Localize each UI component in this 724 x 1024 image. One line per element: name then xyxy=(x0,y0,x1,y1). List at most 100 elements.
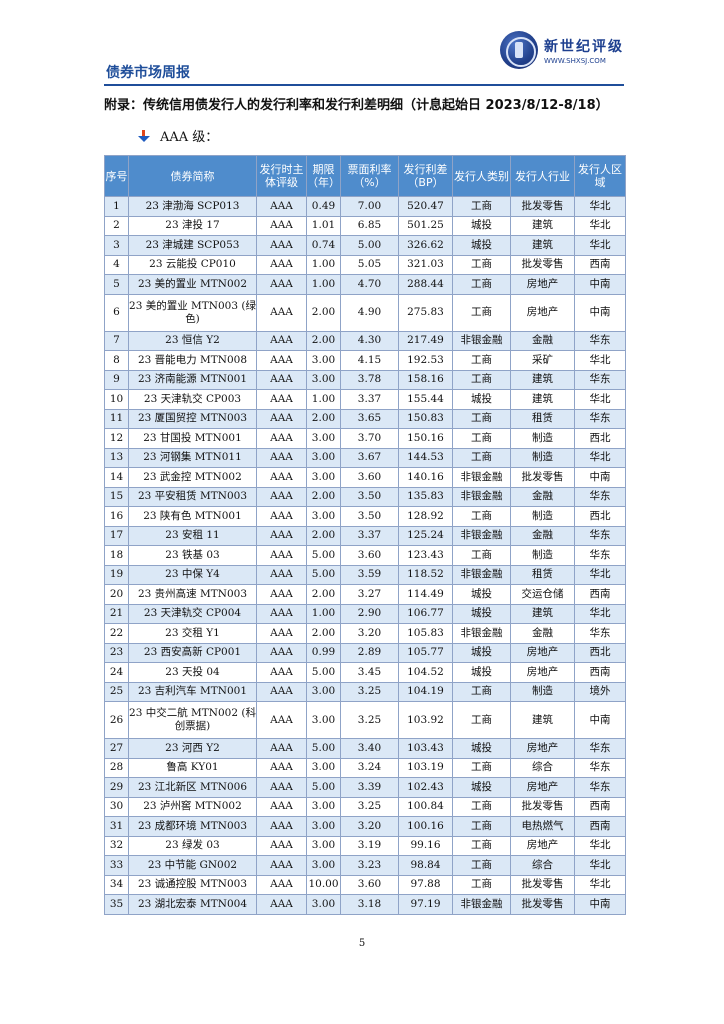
cell-index: 6 xyxy=(104,293,129,332)
cell-bond-name: 23 平安租赁 MTN003 xyxy=(128,486,257,507)
cell-industry: 房地产 xyxy=(510,777,575,798)
cell-coupon: 3.70 xyxy=(340,428,399,449)
cell-term: 2.00 xyxy=(306,330,341,351)
cell-region: 华北 xyxy=(574,835,626,856)
cell-coupon: 3.45 xyxy=(340,662,399,683)
cell-bond-name: 23 安租 11 xyxy=(128,525,257,546)
cell-rating: AAA xyxy=(256,428,307,449)
cell-bond-name: 23 甘国投 MTN001 xyxy=(128,428,257,449)
cell-spread: 135.83 xyxy=(398,486,453,507)
cell-spread: 102.43 xyxy=(398,777,453,798)
cell-coupon: 3.60 xyxy=(340,545,399,566)
cell-spread: 321.03 xyxy=(398,254,453,275)
cell-bond-name: 23 河钢集 MTN011 xyxy=(128,447,257,468)
cell-index: 18 xyxy=(104,545,129,566)
cell-term: 3.00 xyxy=(306,894,341,915)
cell-coupon: 3.27 xyxy=(340,584,399,605)
cell-issuer-type: 工商 xyxy=(452,816,511,837)
cell-term: 3.00 xyxy=(306,467,341,488)
cell-bond-name: 鲁高 KY01 xyxy=(128,757,257,778)
cell-index: 25 xyxy=(104,681,129,702)
cell-coupon: 3.37 xyxy=(340,525,399,546)
cell-coupon: 3.25 xyxy=(340,681,399,702)
cell-index: 30 xyxy=(104,796,129,817)
cell-coupon: 3.20 xyxy=(340,816,399,837)
cell-index: 12 xyxy=(104,428,129,449)
table-row: 17 23 安租 11 AAA 2.00 3.37 125.24 非银金融 金融 华东 xyxy=(104,525,626,546)
cell-industry: 制造 xyxy=(510,681,575,702)
table-row: 2 23 津投 17 AAA 1.01 6.85 501.25 城投 建筑 华北 xyxy=(104,215,626,236)
cell-issuer-type: 工商 xyxy=(452,254,511,275)
cell-bond-name: 23 河西 Y2 xyxy=(128,738,257,759)
cell-issuer-type: 非银金融 xyxy=(452,894,511,915)
cell-industry: 交运仓储 xyxy=(510,584,575,605)
cell-rating: AAA xyxy=(256,662,307,683)
cell-rating: AAA xyxy=(256,855,307,876)
cell-issuer-type: 工商 xyxy=(452,545,511,566)
cell-index: 17 xyxy=(104,525,129,546)
cell-bond-name: 23 济南能源 MTN001 xyxy=(128,369,257,390)
cell-industry: 金融 xyxy=(510,486,575,507)
cell-issuer-type: 城投 xyxy=(452,235,511,256)
cell-term: 1.00 xyxy=(306,254,341,275)
cell-industry: 建筑 xyxy=(510,235,575,256)
cell-issuer-type: 工商 xyxy=(452,855,511,876)
cell-coupon: 4.30 xyxy=(340,330,399,351)
col-header-region: 发行人区域 xyxy=(574,155,626,197)
table-row: 21 23 天津轨交 CP004 AAA 1.00 2.90 106.77 城投 建筑 华北 xyxy=(104,603,626,624)
cell-region: 华东 xyxy=(574,408,626,429)
cell-industry: 综合 xyxy=(510,757,575,778)
cell-spread: 125.24 xyxy=(398,525,453,546)
cell-index: 9 xyxy=(104,369,129,390)
cell-region: 华东 xyxy=(574,738,626,759)
cell-issuer-type: 非银金融 xyxy=(452,525,511,546)
cell-term: 3.00 xyxy=(306,447,341,468)
col-header-index: 序号 xyxy=(104,155,129,197)
cell-issuer-type: 工商 xyxy=(452,196,511,217)
cell-bond-name: 23 天津轨交 CP003 xyxy=(128,389,257,410)
cell-issuer-type: 非银金融 xyxy=(452,330,511,351)
arrow-down-icon xyxy=(138,129,150,142)
cell-region: 华北 xyxy=(574,350,626,371)
cell-term: 0.99 xyxy=(306,642,341,663)
header-divider xyxy=(104,84,624,86)
cell-industry: 金融 xyxy=(510,623,575,644)
cell-rating: AAA xyxy=(256,408,307,429)
cell-term: 3.00 xyxy=(306,855,341,876)
cell-term: 0.74 xyxy=(306,235,341,256)
table-row: 28 鲁高 KY01 AAA 3.00 3.24 103.19 工商 综合 华东 xyxy=(104,757,626,778)
cell-spread: 288.44 xyxy=(398,274,453,295)
col-header-spread: 发行利差（BP） xyxy=(398,155,453,197)
cell-bond-name: 23 天投 04 xyxy=(128,662,257,683)
logo-text: 新世纪评级 WWW.SHXSJ.COM xyxy=(544,36,624,65)
cell-industry: 批发零售 xyxy=(510,196,575,217)
cell-term: 1.01 xyxy=(306,215,341,236)
table-row: 8 23 晋能电力 MTN008 AAA 3.00 4.15 192.53 工商 采矿 华北 xyxy=(104,350,626,371)
cell-spread: 158.16 xyxy=(398,369,453,390)
cell-coupon: 3.20 xyxy=(340,623,399,644)
cell-rating: AAA xyxy=(256,816,307,837)
cell-issuer-type: 非银金融 xyxy=(452,467,511,488)
cell-region: 华东 xyxy=(574,330,626,351)
cell-spread: 105.83 xyxy=(398,623,453,644)
cell-bond-name: 23 津投 17 xyxy=(128,215,257,236)
cell-spread: 100.16 xyxy=(398,816,453,837)
table-row: 3 23 津城建 SCP053 AAA 0.74 5.00 326.62 城投 建筑 华北 xyxy=(104,235,626,256)
cell-bond-name: 23 恒信 Y2 xyxy=(128,330,257,351)
cell-region: 西南 xyxy=(574,584,626,605)
cell-spread: 97.88 xyxy=(398,874,453,895)
table-row: 23 23 西安高新 CP001 AAA 0.99 2.89 105.77 城投 房地产 西北 xyxy=(104,642,626,663)
cell-region: 中南 xyxy=(574,293,626,332)
table-row: 29 23 江北新区 MTN006 AAA 5.00 3.39 102.43 城投 房地产 华东 xyxy=(104,777,626,798)
cell-industry: 建筑 xyxy=(510,215,575,236)
page-header: 债券市场周报 新世纪评级 WWW.SHXSJ.COM xyxy=(104,28,624,84)
table-row: 14 23 武金控 MTN002 AAA 3.00 3.60 140.16 非银金融 批发零售… xyxy=(104,467,626,488)
cell-issuer-type: 工商 xyxy=(452,701,511,739)
cell-spread: 520.47 xyxy=(398,196,453,217)
cell-spread: 100.84 xyxy=(398,796,453,817)
cell-region: 华东 xyxy=(574,623,626,644)
cell-industry: 建筑 xyxy=(510,369,575,390)
cell-coupon: 3.50 xyxy=(340,506,399,527)
cell-issuer-type: 非银金融 xyxy=(452,486,511,507)
cell-bond-name: 23 津渤海 SCP013 xyxy=(128,196,257,217)
